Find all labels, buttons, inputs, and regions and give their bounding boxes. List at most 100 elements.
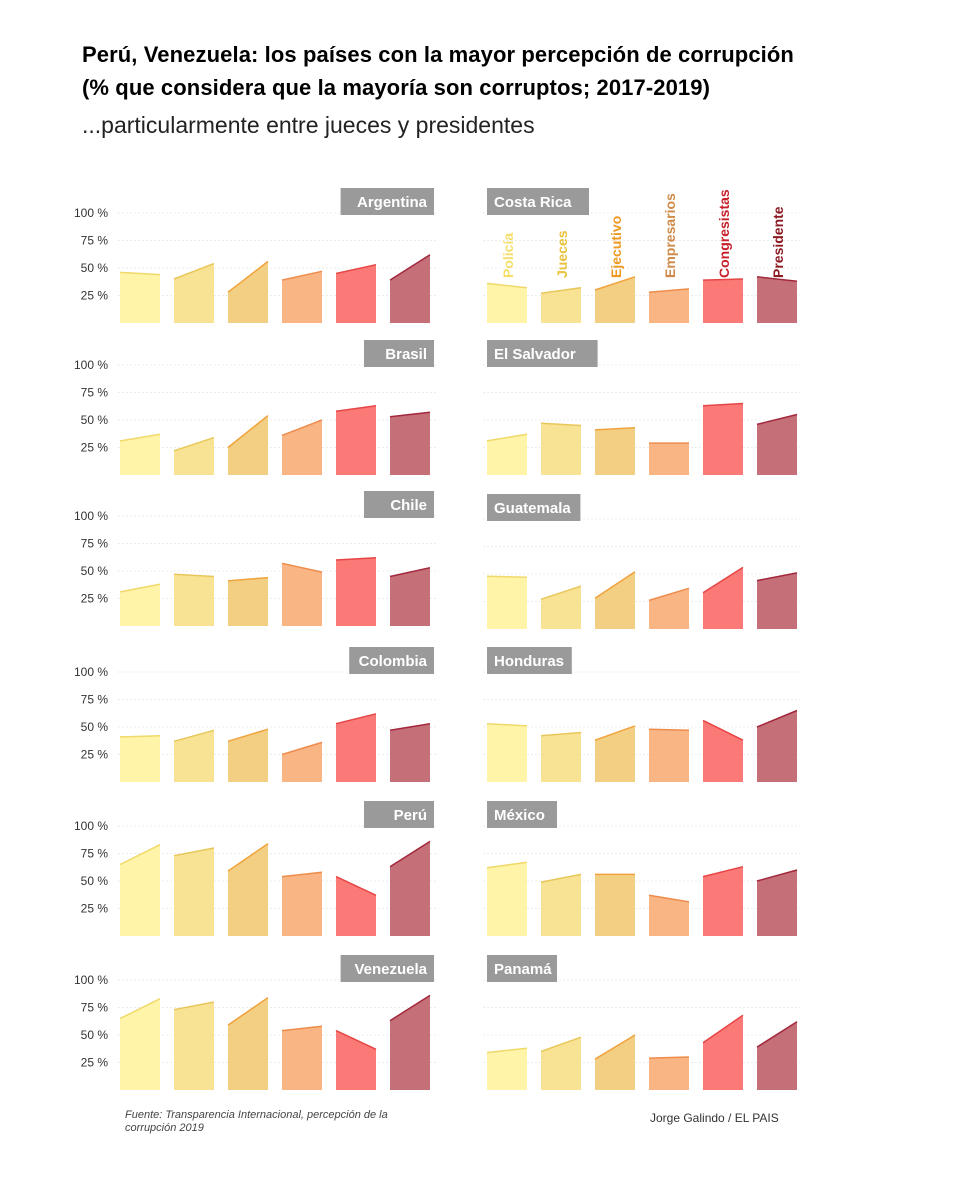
area-top-line-peru-empresarios — [281, 871, 323, 878]
area-top-line-colombia-jueces — [173, 729, 215, 743]
area-brasil-empresarios — [282, 420, 322, 475]
y-tick-label: 50 % — [81, 564, 109, 578]
chart-title: Perú, Venezuela: los países con la mayor… — [82, 38, 794, 104]
area-top-line-brasil-empresarios — [281, 419, 323, 437]
area-argentina-ejecutivo — [228, 261, 268, 323]
area-top-line-argentina-congresistas — [335, 263, 377, 275]
area-el-salvador-presidente — [757, 414, 797, 475]
area-top-line-colombia-congresistas — [335, 713, 377, 725]
chart-title-line-2: (% que considera que la mayoría son corr… — [82, 75, 711, 100]
area-top-line-panama-policia — [486, 1047, 528, 1054]
area-top-line-peru-ejecutivo — [227, 842, 269, 872]
country-label-box-colombia — [349, 647, 434, 674]
area-costa-rica-policia — [487, 283, 527, 323]
area-top-line-guatemala-presidente — [756, 572, 798, 582]
area-el-salvador-ejecutivo — [595, 427, 635, 475]
area-costa-rica-ejecutivo — [595, 276, 635, 323]
country-label-brasil: Brasil — [385, 346, 427, 363]
y-tick-label: 25 % — [81, 441, 109, 455]
area-el-salvador-policia — [487, 434, 527, 475]
area-top-line-peru-jueces — [173, 847, 215, 857]
y-tick-label: 50 % — [81, 413, 109, 427]
area-top-line-panama-presidente — [756, 1021, 798, 1048]
country-label-box-costa-rica — [487, 188, 589, 215]
area-top-line-panama-congresistas — [702, 1014, 744, 1044]
country-label-costa-rica: Costa Rica — [494, 194, 572, 211]
y-tick-label: 100 % — [74, 509, 108, 523]
country-label-chile: Chile — [390, 497, 427, 514]
area-guatemala-ejecutivo — [595, 571, 635, 629]
area-brasil-congresistas — [336, 405, 376, 475]
area-honduras-presidente — [757, 710, 797, 782]
country-label-guatemala: Guatemala — [494, 500, 571, 517]
area-panama-ejecutivo — [595, 1035, 635, 1090]
y-tick-label: 50 % — [81, 720, 109, 734]
y-tick-label: 75 % — [81, 386, 109, 400]
area-top-line-el-salvador-jueces — [540, 422, 582, 427]
area-peru-presidente — [390, 841, 430, 936]
y-tick-label: 75 % — [81, 1001, 109, 1015]
area-top-line-el-salvador-policia — [486, 433, 528, 442]
area-top-line-costa-rica-ejecutivo — [594, 276, 636, 291]
area-colombia-presidente — [390, 723, 430, 782]
area-costa-rica-empresarios — [649, 288, 689, 323]
area-guatemala-congresistas — [703, 567, 743, 629]
area-top-line-argentina-presidente — [389, 254, 431, 281]
area-top-line-el-salvador-congresistas — [702, 402, 744, 407]
y-tick-label: 100 % — [74, 358, 108, 372]
country-label-box-mexico — [487, 801, 557, 828]
area-colombia-policia — [120, 735, 160, 782]
area-top-line-guatemala-jueces — [540, 585, 582, 601]
area-peru-jueces — [174, 848, 214, 936]
y-tick-label: 25 % — [81, 1056, 109, 1070]
area-top-line-el-salvador-presidente — [756, 413, 798, 426]
area-panama-policia — [487, 1048, 527, 1090]
area-top-line-colombia-policia — [119, 735, 161, 738]
area-mexico-presidente — [757, 870, 797, 936]
country-label-box-argentina — [340, 188, 434, 215]
category-label-presidente: Presidente — [770, 206, 786, 278]
country-label-el-salvador: El Salvador — [494, 346, 576, 363]
area-top-line-costa-rica-jueces — [540, 287, 582, 295]
area-top-line-colombia-ejecutivo — [227, 728, 269, 743]
category-label-empresarios: Empresarios — [662, 193, 678, 278]
area-honduras-jueces — [541, 732, 581, 782]
area-honduras-policia — [487, 723, 527, 782]
credit: Jorge Galindo / EL PAIS — [650, 1111, 779, 1125]
area-top-line-mexico-jueces — [540, 873, 582, 883]
category-label-congresistas: Congresistas — [716, 189, 732, 278]
area-venezuela-ejecutivo — [228, 997, 268, 1090]
area-chile-ejecutivo — [228, 577, 268, 626]
area-honduras-empresarios — [649, 729, 689, 782]
area-mexico-ejecutivo — [595, 874, 635, 936]
area-top-line-chile-policia — [119, 583, 161, 593]
area-top-line-costa-rica-presidente — [756, 276, 798, 282]
area-top-line-panama-empresarios — [648, 1056, 690, 1059]
area-top-line-brasil-ejecutivo — [227, 415, 269, 449]
y-tick-label: 25 % — [81, 902, 109, 916]
area-argentina-empresarios — [282, 271, 322, 323]
area-top-line-mexico-policia — [486, 861, 528, 869]
area-el-salvador-empresarios — [649, 443, 689, 475]
country-label-panama: Panamá — [494, 961, 552, 978]
category-label-jueces: Jueces — [554, 230, 570, 278]
area-top-line-guatemala-policia — [486, 575, 528, 579]
source-line-2: corrupción 2019 — [125, 1122, 204, 1134]
source-line-1: Fuente: Transparencia Internacional, per… — [125, 1109, 388, 1121]
y-tick-label: 25 % — [81, 748, 109, 762]
area-panama-jueces — [541, 1037, 581, 1090]
area-top-line-costa-rica-empresarios — [648, 288, 690, 293]
area-panama-congresistas — [703, 1015, 743, 1090]
y-tick-label: 25 % — [81, 289, 109, 303]
area-top-line-brasil-congresistas — [335, 404, 377, 412]
area-venezuela-presidente — [390, 995, 430, 1090]
area-costa-rica-congresistas — [703, 279, 743, 323]
area-top-line-costa-rica-policia — [486, 282, 528, 289]
area-top-line-argentina-empresarios — [281, 270, 323, 281]
y-tick-label: 50 % — [81, 1028, 109, 1042]
area-panama-presidente — [757, 1021, 797, 1090]
country-label-box-guatemala — [487, 494, 581, 521]
country-label-box-venezuela — [340, 955, 434, 982]
area-peru-policia — [120, 844, 160, 936]
area-top-line-chile-empresarios — [281, 562, 323, 573]
